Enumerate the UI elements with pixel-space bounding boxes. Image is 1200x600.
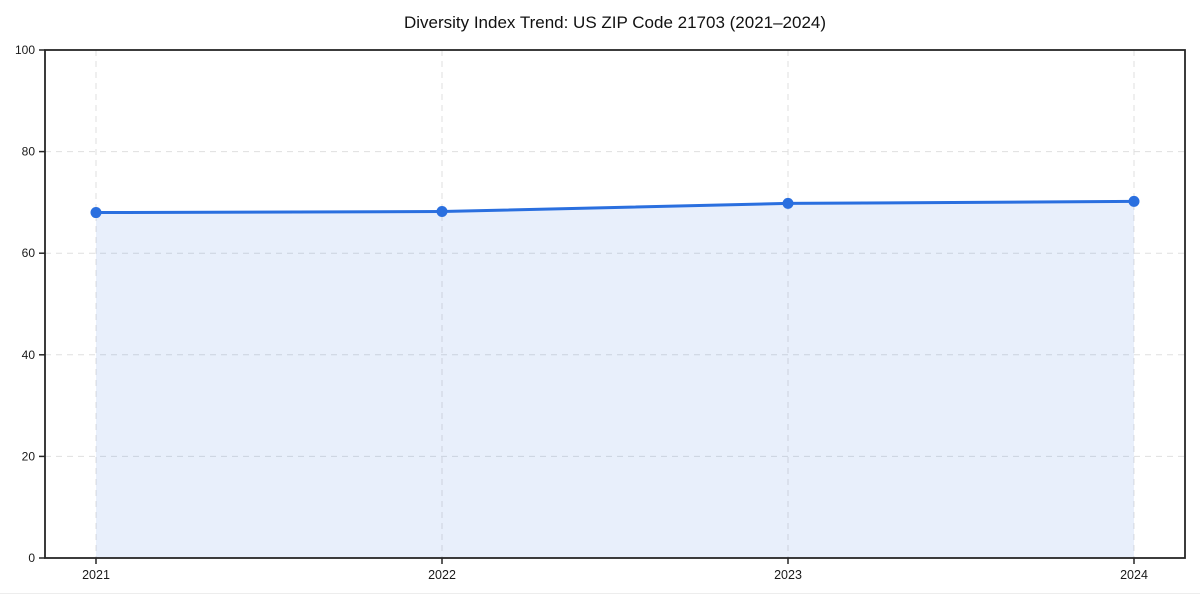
- plot-border: [44, 49, 1186, 559]
- chart-title: Diversity Index Trend: US ZIP Code 21703…: [403, 13, 827, 32]
- data-point-2021: [90, 207, 102, 219]
- y-tick-label-0: 0: [28, 551, 35, 565]
- trend-line: [94, 199, 1136, 215]
- data-point-2024: [1128, 195, 1140, 207]
- y-tick-label-40: 40: [22, 348, 36, 362]
- data-point-2023: [782, 197, 794, 209]
- y-tick-label-80: 80: [22, 145, 36, 159]
- x-tick-label-2021: 2021: [82, 568, 110, 582]
- data-point-2022: [436, 206, 448, 218]
- y-tick-label-60: 60: [22, 246, 36, 260]
- area-fill: [96, 201, 1134, 558]
- y-tick-label-20: 20: [22, 449, 36, 463]
- x-tick-label-2024: 2024: [1120, 568, 1148, 582]
- y-tick-label-100: 100: [15, 43, 35, 57]
- page-bottom-divider: [0, 593, 1200, 594]
- x-tick-label-2022: 2022: [428, 568, 456, 582]
- x-tick-label-2023: 2023: [774, 568, 802, 582]
